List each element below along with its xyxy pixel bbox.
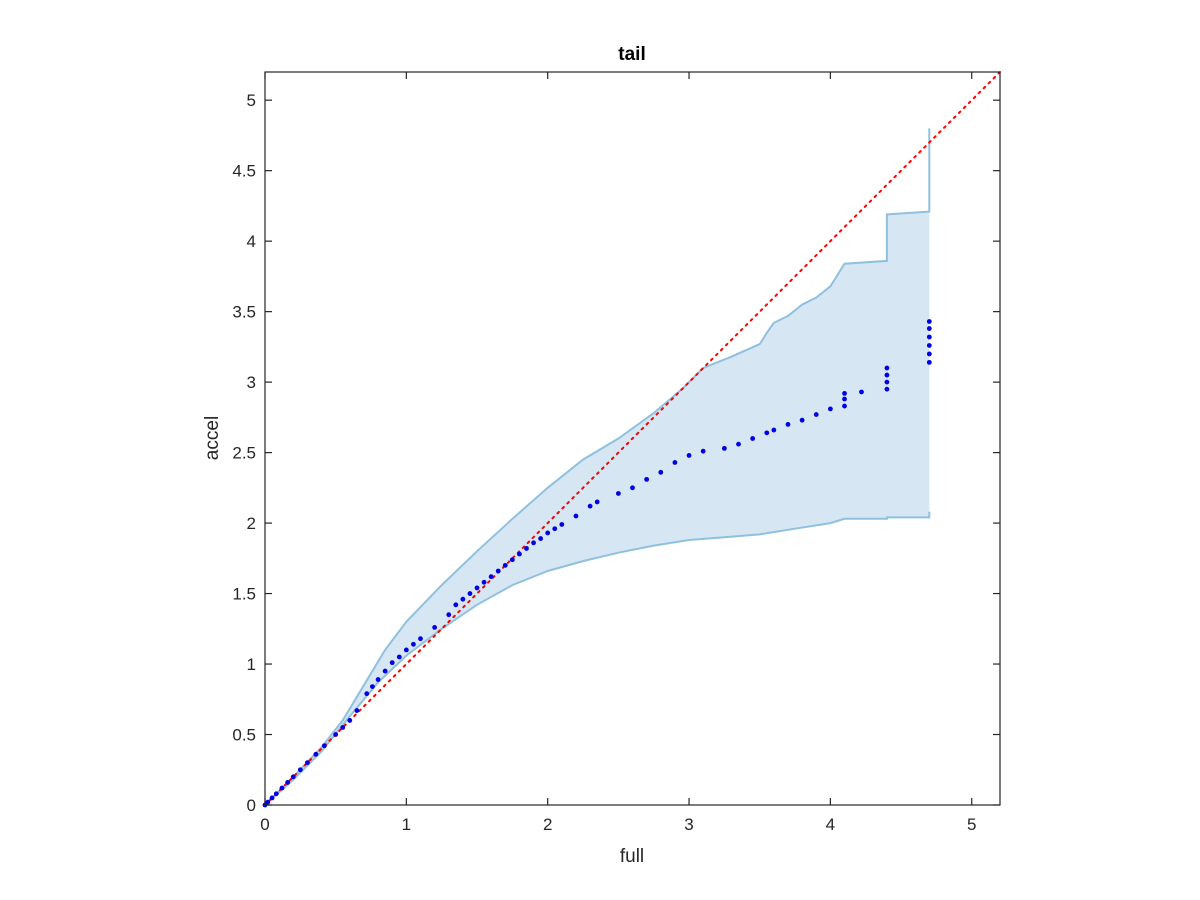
data-point — [418, 636, 423, 642]
data-point — [340, 725, 346, 730]
data-point — [509, 557, 515, 563]
data-point — [587, 503, 593, 509]
data-point — [884, 365, 890, 371]
data-point — [364, 691, 370, 697]
y-tick-label: 2 — [247, 514, 256, 533]
data-point — [453, 602, 459, 608]
axes-box — [264, 71, 1001, 806]
x-tick-label: 4 — [826, 815, 835, 834]
data-point — [573, 513, 579, 519]
data-point — [926, 359, 932, 365]
y-tick-label: 3 — [247, 373, 256, 392]
data-point — [265, 799, 271, 805]
data-point — [842, 403, 847, 409]
data-point — [347, 718, 353, 723]
reference-line — [264, 71, 1001, 806]
data-point — [524, 546, 529, 551]
data-point — [842, 390, 847, 396]
data-point — [313, 751, 319, 757]
data-point — [764, 430, 770, 436]
data-point — [488, 574, 494, 580]
data-point — [594, 499, 600, 505]
data-point — [926, 351, 932, 357]
data-point — [382, 668, 388, 674]
y-tick-label: 5 — [247, 91, 256, 110]
data-point — [658, 469, 664, 475]
data-point — [785, 422, 791, 427]
data-point — [517, 551, 522, 557]
x-tick-label: 2 — [543, 815, 552, 834]
data-point — [615, 491, 621, 496]
y-tick-label: 0 — [247, 796, 256, 815]
y-axis-label: accel — [202, 416, 223, 460]
data-point — [411, 641, 416, 647]
data-point — [884, 379, 890, 385]
data-point — [771, 427, 777, 433]
data-point — [630, 485, 635, 491]
x-axis-label: full — [620, 846, 644, 867]
data-point — [481, 579, 487, 585]
data-point — [446, 612, 452, 618]
data-point — [559, 522, 565, 527]
data-point — [884, 372, 890, 378]
data-point — [273, 791, 279, 797]
data-point — [279, 785, 285, 791]
x-tick-label: 5 — [967, 815, 976, 834]
y-tick-label: 3.5 — [232, 303, 256, 322]
data-point — [721, 445, 727, 451]
data-point — [813, 412, 819, 417]
data-point — [672, 460, 678, 465]
data-point — [884, 386, 890, 392]
data-point — [644, 476, 650, 482]
data-point — [305, 760, 310, 766]
data-point — [297, 767, 303, 773]
data-point — [375, 677, 381, 682]
y-tick-label: 4.5 — [232, 162, 256, 181]
data-point — [859, 389, 864, 395]
data-point — [552, 526, 558, 532]
y-tick-label: 4 — [247, 232, 256, 251]
data-point — [474, 585, 480, 591]
x-tick-label: 1 — [402, 815, 411, 834]
data-point — [926, 319, 932, 324]
data-point — [290, 774, 296, 780]
data-point — [467, 591, 473, 596]
data-point — [432, 624, 438, 630]
data-point — [389, 660, 395, 666]
data-point — [502, 562, 508, 568]
axes: 0 1 2 3 4 5 0 0.5 1 1.5 2 2.5 3 3.5 4 4.5 5 — [232, 71, 1001, 834]
data-point — [799, 417, 805, 423]
plot-area — [262, 71, 1001, 808]
data-point — [370, 684, 375, 689]
data-point — [545, 530, 551, 536]
y-tick-label: 2.5 — [232, 444, 256, 463]
data-point — [531, 540, 536, 546]
data-point — [321, 743, 327, 749]
data-point — [269, 795, 275, 801]
data-point — [750, 436, 756, 441]
data-point — [736, 441, 741, 447]
data-point — [842, 396, 847, 402]
data-point — [926, 334, 932, 340]
data-point — [354, 708, 360, 713]
data-point — [285, 780, 291, 785]
data-point — [926, 326, 932, 331]
data-point — [460, 596, 466, 602]
y-tick-label: 1.5 — [232, 585, 256, 604]
data-point — [926, 343, 932, 348]
data-point — [495, 568, 501, 574]
data-point — [396, 654, 402, 660]
y-tick-label: 0.5 — [232, 726, 256, 745]
data-point — [333, 732, 339, 737]
y-tick-label: 1 — [247, 655, 256, 674]
data-point — [827, 406, 833, 412]
data-point — [686, 453, 692, 458]
chart-title: tail — [618, 44, 645, 65]
x-tick-label: 3 — [684, 815, 693, 834]
data-point — [403, 647, 409, 653]
data-point — [538, 536, 544, 541]
x-tick-label: 0 — [260, 815, 269, 834]
data-point — [700, 448, 706, 454]
